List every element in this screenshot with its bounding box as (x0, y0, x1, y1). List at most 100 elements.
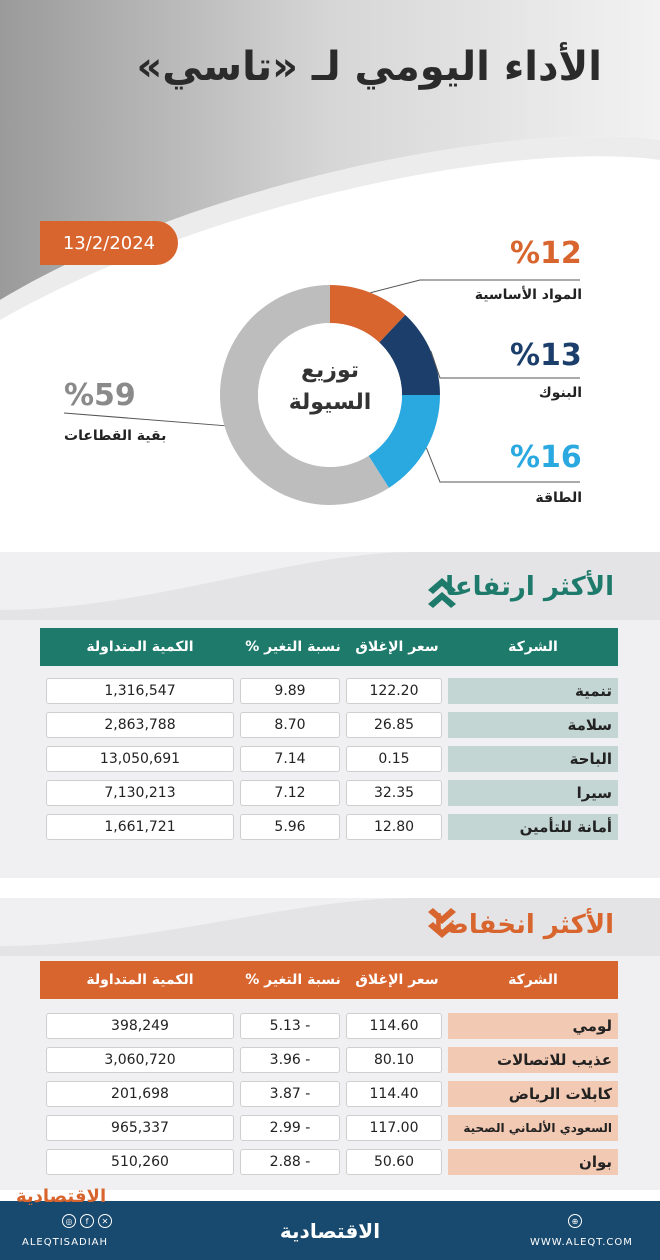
company-name: أمانة للتأمين (448, 814, 618, 840)
slice-value-energy: %16 (510, 440, 582, 475)
gainers-table-header: الشركة سعر الإغلاق نسبة التغير % الكمية … (40, 628, 618, 666)
traded-volume: 965,337 (46, 1115, 234, 1141)
table-row: سيرا 32.35 7.12 7,130,213 (40, 780, 618, 808)
date-badge: 13/2/2024 (40, 221, 178, 265)
page-title: الأداء اليومي لـ «تاسي» (136, 44, 602, 90)
slice-label-materials: المواد الأساسية (474, 287, 582, 303)
slice-value-others: %59 (64, 378, 136, 413)
losers-col-volume: الكمية المتداولة (86, 972, 194, 988)
close-price: 114.60 (346, 1013, 442, 1039)
leader-line-0 (370, 279, 580, 294)
gainers-col-change: نسبة التغير % (245, 639, 341, 655)
slice-value-materials: %12 (510, 236, 582, 271)
change-percent-value: 2.88 - (269, 1154, 311, 1170)
double-chevron-down-icon (428, 908, 456, 938)
losers-band-curve (0, 897, 660, 956)
social-handle: ALEQTISADIAH (22, 1237, 109, 1248)
losers-col-change: نسبة التغير % (245, 972, 341, 988)
x-icon[interactable]: ✕ (98, 1214, 112, 1228)
footer-bar: الاقتصادية ◎ f ✕ ALEQTISADIAH ⊕ WWW.ALEQ… (0, 1201, 660, 1260)
slice-value-banks: %13 (510, 338, 582, 373)
change-percent: 9.89 (240, 678, 340, 704)
table-row: أمانة للتأمين 12.80 5.96 1,661,721 (40, 814, 618, 842)
double-chevron-up-icon (428, 578, 456, 608)
change-percent-value: 3.96 - (269, 1052, 311, 1068)
donut-slice-3 (219, 285, 389, 505)
losers-col-close: سعر الإغلاق (355, 972, 439, 988)
gainers-col-company: الشركة (508, 639, 558, 655)
gainers-col-volume: الكمية المتداولة (86, 639, 194, 655)
brand-logo: الاقتصادية (16, 1186, 107, 1207)
donut-slice-0 (330, 285, 406, 343)
facebook-icon[interactable]: f (80, 1214, 94, 1228)
donut-slice-1 (379, 314, 440, 395)
traded-volume: 201,698 (46, 1081, 234, 1107)
change-percent-value: 2.99 - (269, 1120, 311, 1136)
social-icons: ◎ f ✕ (62, 1214, 112, 1228)
table-row: السعودي الألماني الصحية 117.00 2.99 - 96… (40, 1115, 618, 1143)
table-row: كابلات الرياض 114.40 3.87 - 201,698 (40, 1081, 618, 1109)
change-percent-value: 3.87 - (269, 1086, 311, 1102)
close-price: 32.35 (346, 780, 442, 806)
table-row: الباحة 0.15 7.14 13,050,691 (40, 746, 618, 774)
table-row: سلامة 26.85 8.70 2,863,788 (40, 712, 618, 740)
close-price: 114.40 (346, 1081, 442, 1107)
company-name: سلامة (448, 712, 618, 738)
company-name: السعودي الألماني الصحية (448, 1115, 618, 1141)
change-percent: 2.88 - (240, 1149, 340, 1175)
change-percent: 3.87 - (240, 1081, 340, 1107)
company-name: لومي (448, 1013, 618, 1039)
leader-line-3 (63, 412, 225, 427)
donut-slice-2 (368, 395, 440, 488)
website-link[interactable]: WWW.ALEQT.COM (530, 1237, 633, 1248)
losers-table-header: الشركة سعر الإغلاق نسبة التغير % الكمية … (40, 961, 618, 999)
company-name: بوان (448, 1149, 618, 1175)
company-name: عذيب للاتصالات (448, 1047, 618, 1073)
close-price: 0.15 (346, 746, 442, 772)
close-price: 122.20 (346, 678, 442, 704)
change-percent: 7.14 (240, 746, 340, 772)
instagram-icon[interactable]: ◎ (62, 1214, 76, 1228)
company-name: كابلات الرياض (448, 1081, 618, 1107)
slice-label-energy: الطاقة (535, 490, 582, 506)
donut-hole (258, 323, 402, 467)
change-percent: 5.96 (240, 814, 340, 840)
traded-volume: 510,260 (46, 1149, 234, 1175)
table-row: لومي 114.60 5.13 - 398,249 (40, 1013, 618, 1041)
table-row: بوان 50.60 2.88 - 510,260 (40, 1149, 618, 1177)
change-percent: 3.96 - (240, 1047, 340, 1073)
leader-line-2 (425, 447, 580, 483)
slice-label-others: بقية القطاعات (64, 428, 167, 444)
globe-icon: ⊕ (568, 1214, 582, 1228)
table-row: تنمية 122.20 9.89 1,316,547 (40, 678, 618, 706)
traded-volume: 1,661,721 (46, 814, 234, 840)
losers-col-company: الشركة (508, 972, 558, 988)
liquidity-donut-chart (63, 279, 580, 505)
gainers-title: الأكثر ارتفاعا (445, 572, 614, 602)
traded-volume: 398,249 (46, 1013, 234, 1039)
traded-volume: 3,060,720 (46, 1047, 234, 1073)
company-name: سيرا (448, 780, 618, 806)
losers-title: الأكثر انخفاضا (433, 910, 614, 940)
leader-line-1 (430, 351, 580, 379)
footer-brand: الاقتصادية (279, 1219, 381, 1243)
traded-volume: 7,130,213 (46, 780, 234, 806)
close-price: 117.00 (346, 1115, 442, 1141)
slice-label-banks: البنوك (538, 385, 582, 401)
traded-volume: 13,050,691 (46, 746, 234, 772)
gainers-col-close: سعر الإغلاق (355, 639, 439, 655)
close-price: 50.60 (346, 1149, 442, 1175)
company-name: الباحة (448, 746, 618, 772)
close-price: 12.80 (346, 814, 442, 840)
gainers-band-curve (0, 551, 660, 620)
traded-volume: 1,316,547 (46, 678, 234, 704)
close-price: 80.10 (346, 1047, 442, 1073)
close-price: 26.85 (346, 712, 442, 738)
change-percent-value: 5.13 - (269, 1018, 311, 1034)
company-name: تنمية (448, 678, 618, 704)
change-percent: 8.70 (240, 712, 340, 738)
donut-center-title: توزيع السيولة (288, 358, 372, 415)
traded-volume: 2,863,788 (46, 712, 234, 738)
change-percent: 2.99 - (240, 1115, 340, 1141)
change-percent: 5.13 - (240, 1013, 340, 1039)
